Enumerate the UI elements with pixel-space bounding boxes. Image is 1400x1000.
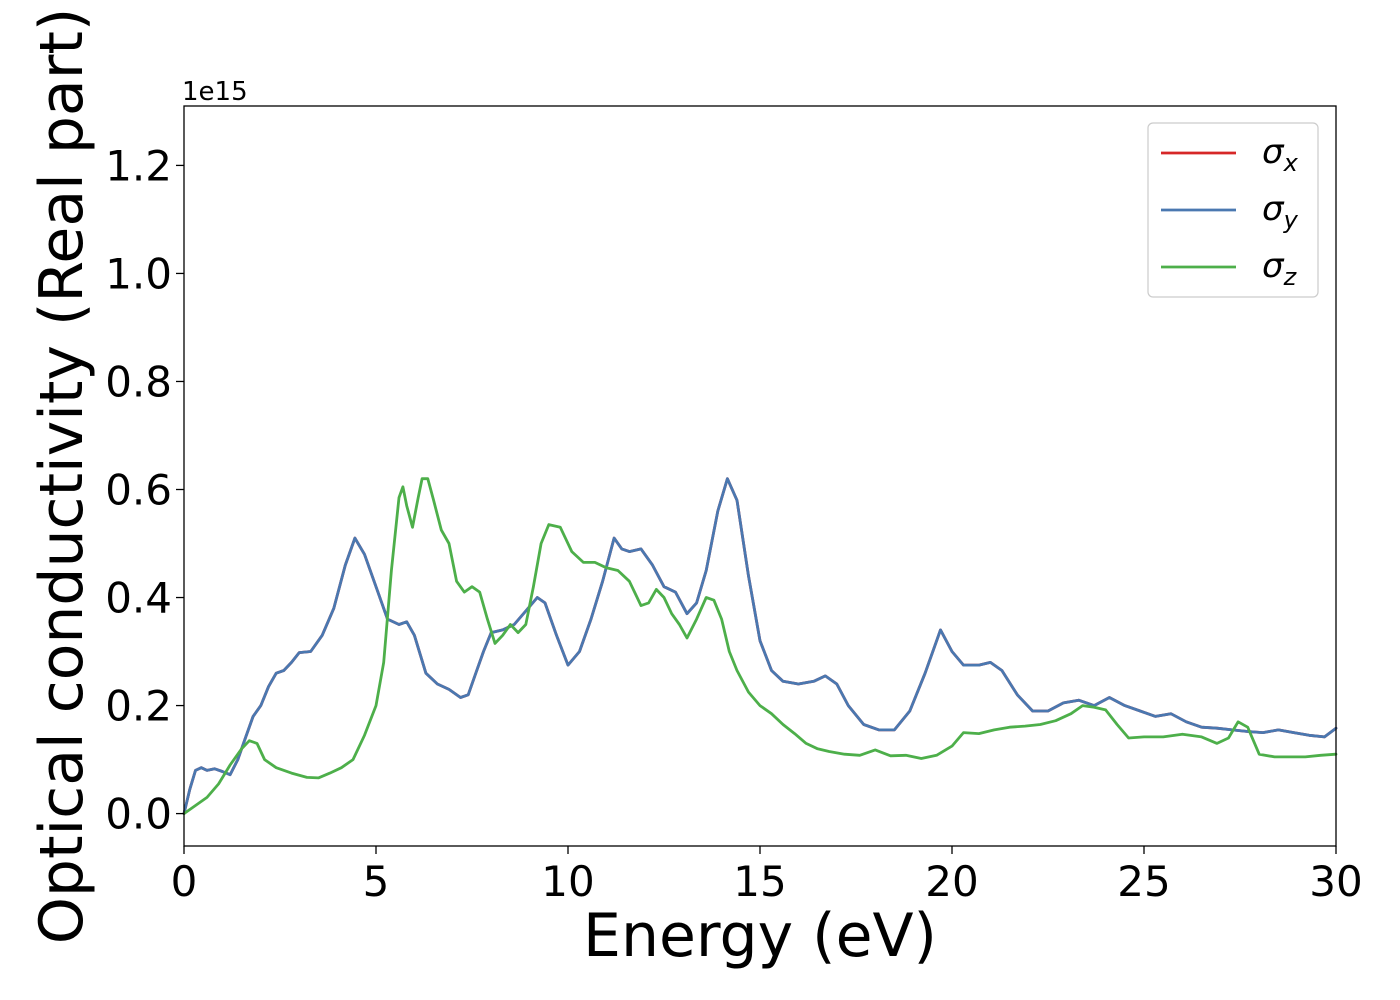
y-tick-label: 0.4	[105, 574, 172, 623]
x-axis-label: Energy (eV)	[583, 901, 937, 971]
series-line-σz	[182, 477, 1338, 815]
y-axis-ticks: 0.0 0.2 0.4 0.6 0.8 1.0 1.2	[105, 141, 184, 839]
y-tick-label: 1.2	[105, 141, 172, 190]
x-axis-ticks: 0 5 10 15 20 25 30	[171, 846, 1363, 906]
plot-area	[184, 106, 1336, 846]
legend: σx σy σz	[1147, 122, 1319, 298]
legend-label: σz	[1262, 246, 1298, 291]
y-tick-label: 0.8	[105, 357, 172, 406]
x-tick-label: 0	[171, 857, 198, 906]
y-tick-label: 0.6	[105, 466, 172, 515]
x-tick-label: 30	[1309, 857, 1362, 906]
legend-entry-y: σy	[1161, 189, 1299, 234]
x-tick-label: 20	[925, 857, 978, 906]
series-layer	[182, 477, 1338, 815]
series-line-σy	[182, 477, 1338, 815]
y-tick-label: 0.2	[105, 682, 172, 731]
x-tick-label: 15	[733, 857, 786, 906]
x-tick-label: 5	[363, 857, 390, 906]
y-multiplier-label: 1e15	[182, 77, 248, 107]
legend-entry-z: σz	[1161, 246, 1298, 291]
x-tick-label: 10	[541, 857, 594, 906]
x-tick-label: 25	[1117, 857, 1170, 906]
y-axis-label: Optical conductivity (Real part)	[27, 8, 97, 945]
legend-label: σx	[1262, 132, 1299, 177]
y-tick-label: 1.0	[105, 249, 172, 298]
legend-entry-x: σx	[1161, 132, 1299, 177]
y-tick-label: 0.0	[105, 790, 172, 839]
legend-label: σy	[1262, 189, 1299, 234]
